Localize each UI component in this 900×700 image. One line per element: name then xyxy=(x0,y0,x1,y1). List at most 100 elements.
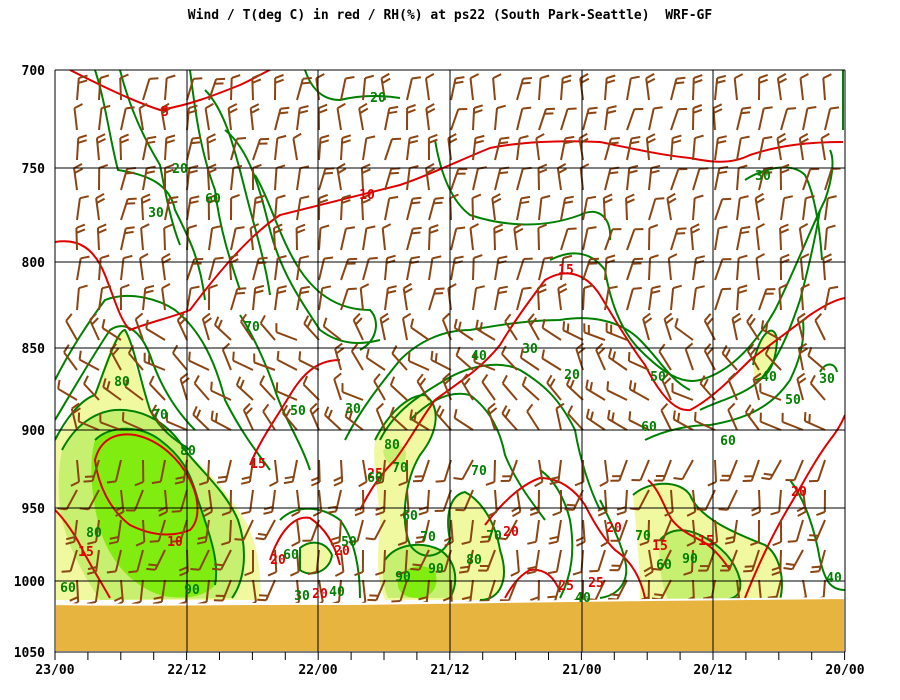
wind-barb-staff xyxy=(193,382,210,401)
wind-barb-staff xyxy=(736,198,741,221)
wind-barb-staff xyxy=(384,168,393,191)
wind-barb-staff xyxy=(205,579,210,603)
wind-barb-flag xyxy=(526,403,534,413)
wind-barb-flag xyxy=(529,596,540,602)
wind-barb-flag xyxy=(352,312,361,321)
wind-barb-flag xyxy=(255,195,265,200)
wind-barb-flag xyxy=(558,167,567,174)
wind-barb-flag xyxy=(608,597,618,601)
x-tick-label: 20/00 xyxy=(825,663,864,678)
wind-barb-flag xyxy=(140,223,150,230)
wind-barb-staff xyxy=(164,78,168,101)
wind-barb-staff xyxy=(373,380,386,401)
wind-barb-flag xyxy=(572,570,582,576)
wind-barb-flag xyxy=(777,137,787,144)
wind-barb-flag xyxy=(631,136,641,140)
wind-barb-flag xyxy=(501,405,508,415)
wind-barb-staff xyxy=(179,519,188,542)
wind-barb-flag xyxy=(589,382,593,392)
wind-barb-flag xyxy=(240,313,248,323)
wind-barb-flag xyxy=(412,226,422,230)
wind-barb-staff xyxy=(360,197,364,221)
wind-barb-flag xyxy=(169,196,179,200)
wind-barb-staff xyxy=(149,383,166,401)
wind-barb-flag xyxy=(396,571,406,576)
wind-barb-flag xyxy=(755,192,764,200)
wind-barb-flag xyxy=(71,402,80,410)
wind-barb-staff xyxy=(472,288,477,311)
wind-barb-staff xyxy=(340,197,344,221)
wind-barb-flag xyxy=(119,133,129,139)
wind-barb-staff xyxy=(87,489,100,510)
wind-barb-flag xyxy=(83,375,89,385)
wind-barb-flag xyxy=(284,475,294,480)
wind-barb-flag xyxy=(606,254,616,259)
temp-label: 15 xyxy=(558,263,574,278)
wind-barb-staff xyxy=(802,108,809,131)
rh-contour xyxy=(549,149,834,382)
wind-barb-flag xyxy=(239,379,245,389)
wind-barb-flag xyxy=(234,538,244,541)
wind-barb-staff xyxy=(712,108,716,131)
wind-barb-staff xyxy=(582,228,589,251)
wind-barb-staff xyxy=(124,385,144,401)
wind-barb-flag xyxy=(327,409,333,419)
wind-barb-staff xyxy=(582,108,590,131)
wind-barb-flag xyxy=(97,228,107,234)
wind-barb-flag xyxy=(409,409,413,419)
wind-barb-flag xyxy=(232,351,235,361)
wind-barb-flag xyxy=(470,73,480,79)
wind-barb-staff xyxy=(626,138,633,161)
wind-barb-flag xyxy=(115,511,124,517)
wind-barb-staff xyxy=(487,408,496,431)
wind-barb-staff xyxy=(166,420,188,431)
wind-barb-staff xyxy=(139,579,144,603)
wind-barb-flag xyxy=(359,107,369,114)
wind-barb-flag xyxy=(472,193,482,199)
y-tick-label: 900 xyxy=(22,424,46,439)
wind-barb-flag xyxy=(78,79,88,84)
wind-barb-flag xyxy=(521,376,527,386)
wind-barb-staff xyxy=(340,228,347,251)
wind-barb-flag xyxy=(692,108,703,114)
wind-barb-staff xyxy=(661,379,672,401)
wind-barb-flag xyxy=(695,285,705,290)
wind-barb-flag xyxy=(379,312,389,320)
rh-label: 80 xyxy=(180,444,196,459)
wind-barb-flag xyxy=(655,197,665,200)
temp-label: 5 xyxy=(161,105,169,120)
wind-barb-flag xyxy=(646,133,656,139)
wind-barb-staff xyxy=(791,549,804,570)
wind-barb-staff xyxy=(230,77,233,101)
wind-barb-flag xyxy=(676,412,681,422)
wind-barb-staff xyxy=(567,413,584,431)
wind-barb-flag xyxy=(632,287,642,290)
wind-barb-staff xyxy=(421,459,430,482)
wind-barb-staff xyxy=(637,489,650,510)
temp-label: 20 xyxy=(606,521,622,536)
wind-barb-staff xyxy=(527,320,540,341)
wind-barb-flag xyxy=(65,313,73,322)
wind-barb-flag xyxy=(540,74,550,80)
wind-barb-flag xyxy=(354,317,363,326)
wind-barb-flag xyxy=(690,223,700,230)
wind-barb-staff xyxy=(318,288,324,311)
wind-barb-staff xyxy=(408,360,430,371)
wind-barb-staff xyxy=(340,549,345,573)
wind-barb-flag xyxy=(78,284,88,290)
wind-barb-staff xyxy=(604,288,610,311)
wind-barb-flag xyxy=(161,283,171,290)
wind-barb-flag xyxy=(717,135,727,140)
wind-barb-staff xyxy=(501,353,518,371)
wind-barb-flag xyxy=(628,411,632,421)
wind-barb-flag xyxy=(299,255,310,260)
wind-barb-staff xyxy=(160,108,166,131)
wind-barb-staff xyxy=(463,489,474,511)
wind-barb-staff xyxy=(157,519,166,542)
wind-barb-staff xyxy=(469,519,474,542)
wind-barb-staff xyxy=(252,579,257,602)
wind-barb-staff xyxy=(296,288,302,311)
wind-barb-flag xyxy=(254,199,264,204)
wind-barb-flag xyxy=(492,197,502,204)
wind-barb-staff xyxy=(494,288,500,311)
